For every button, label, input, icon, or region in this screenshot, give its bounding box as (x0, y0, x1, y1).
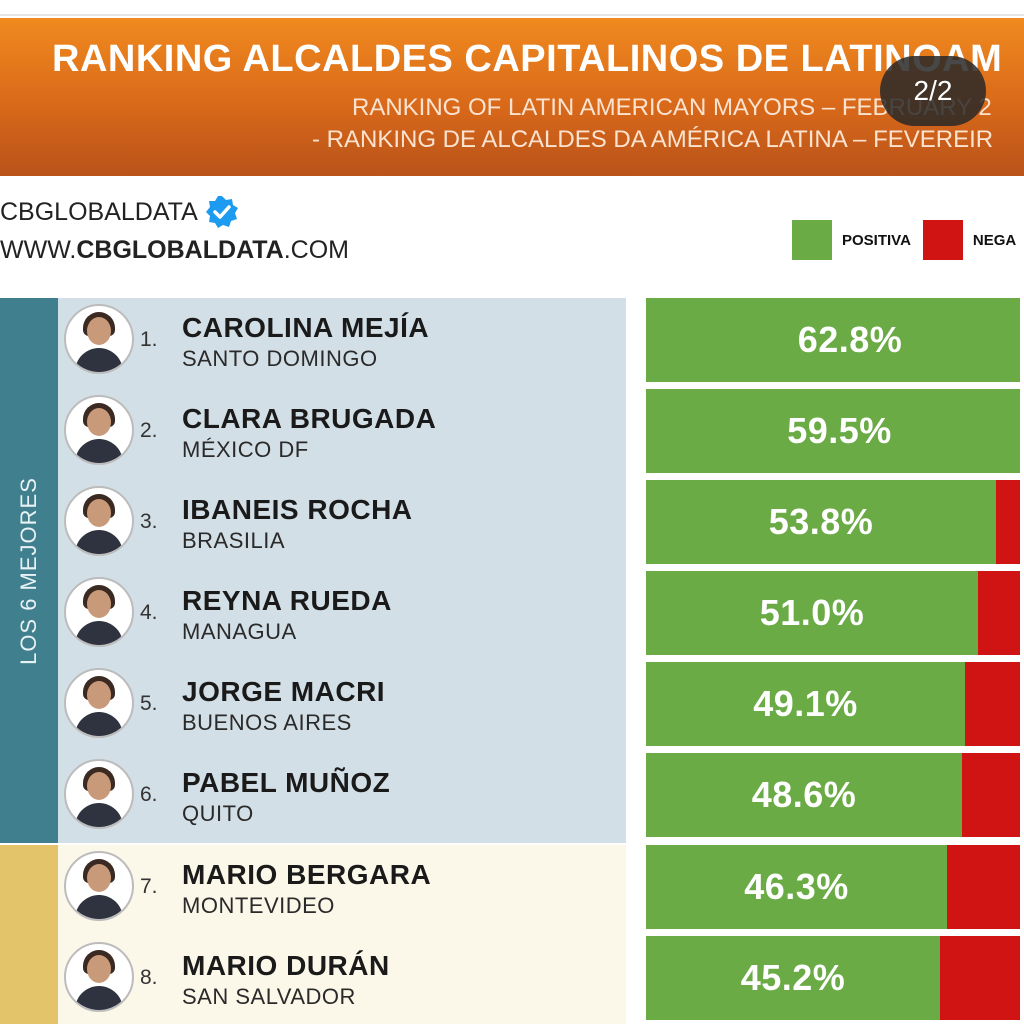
avatar (64, 395, 134, 465)
ranking-row: 1. CAROLINA MEJÍA SANTO DOMINGO (58, 298, 626, 388)
chart-title: RANKING ALCALDES CAPITALINOS DE LATINOAM (52, 38, 1003, 80)
city-name: BRASILIA (182, 528, 286, 553)
avatar (64, 851, 134, 921)
bar-value-label: 51.0% (759, 592, 865, 633)
ranking-row: 6. PABEL MUÑOZ QUITO (58, 753, 626, 843)
ranking-row: 3. IBANEIS ROCHA BRASILIA (58, 480, 626, 570)
bar-negative (940, 936, 1024, 1020)
ranking-row: 8. MARIO DURÁN SAN SALVADOR (58, 936, 626, 1026)
city-name: QUITO (182, 801, 254, 826)
city-name: SANTO DOMINGO (182, 346, 378, 371)
mayor-name: CLARA BRUGADA (182, 403, 437, 434)
bar-positive: 45.2% (646, 936, 940, 1020)
ranking-row: 4. REYNA RUEDA MANAGUA (58, 571, 626, 661)
bar-positive: 48.6% (646, 753, 962, 837)
legend-label-positive: POSITIVA (842, 231, 911, 249)
mayor-name: PABEL MUÑOZ (182, 767, 391, 798)
mayor-name: IBANEIS ROCHA (182, 494, 413, 525)
rank-number: 2. (140, 419, 158, 442)
avatar (64, 577, 134, 647)
mayor-name: JORGE MACRI (182, 676, 386, 707)
avatar (64, 759, 134, 829)
website-url: WWW.CBGLOBALDATA.COM (0, 236, 350, 264)
bar-positive: 53.8% (646, 480, 996, 564)
subtitle-portuguese: - RANKING DE ALCALDES DA AMÉRICA LATINA … (312, 126, 994, 153)
bar-value-label: 49.1% (753, 683, 858, 724)
bar-negative (947, 845, 1024, 929)
bar-positive: 51.0% (646, 571, 978, 655)
ranking-row: 7. MARIO BERGARA MONTEVIDEO (58, 845, 626, 935)
bar-negative (996, 480, 1024, 564)
rank-number: 4. (140, 601, 158, 624)
city-name: SAN SALVADOR (182, 984, 356, 1009)
group-band-top (0, 298, 58, 843)
page-indicator: 2/2 (880, 56, 986, 126)
legend-swatch-negative (922, 220, 963, 260)
bar-positive: 62.8% (646, 298, 1024, 382)
header-banner: RANKING ALCALDES CAPITALINOS DE LATINOAM… (0, 18, 1024, 176)
right-edge-divider (1020, 298, 1024, 1024)
verified-badge-icon (205, 196, 238, 228)
rank-number: 8. (140, 966, 158, 989)
ranking-row: 5. JORGE MACRI BUENOS AIRES (58, 662, 626, 752)
avatar (64, 942, 134, 1012)
mayor-name: MARIO BERGARA (182, 859, 432, 890)
ranking-row: 2. CLARA BRUGADA MÉXICO DF (58, 389, 626, 479)
group-band-bottom (0, 845, 58, 1024)
city-name: MONTEVIDEO (182, 893, 335, 918)
rank-number: 5. (140, 692, 158, 715)
bar-value-label: 59.5% (787, 410, 892, 451)
bar-positive: 46.3% (646, 845, 947, 929)
legend-label-negative: NEGA (972, 231, 1017, 249)
mayor-name: MARIO DURÁN (182, 950, 390, 981)
bar-value-label: 53.8% (768, 501, 874, 542)
brand-handle: CBGLOBALDATA (0, 194, 240, 230)
avatar (64, 668, 134, 738)
city-name: MÉXICO DF (182, 437, 309, 462)
bar-negative (965, 662, 1024, 746)
legend: POSITIVA NEGA (792, 220, 1024, 260)
rank-number: 6. (140, 783, 158, 806)
top-divider (0, 0, 1024, 16)
panel-top-group (58, 298, 626, 843)
legend-swatch-positive (792, 220, 832, 260)
mayor-name: REYNA RUEDA (182, 585, 392, 616)
avatar (64, 486, 134, 556)
bar-value-label: 48.6% (751, 774, 857, 815)
city-name: MANAGUA (182, 619, 297, 644)
bar-value-label: 45.2% (740, 957, 846, 998)
panel-bottom-group (58, 845, 626, 1024)
rank-number: 1. (140, 328, 158, 351)
bar-value-label: 46.3% (744, 866, 849, 907)
group-label: LOS 6 MEJORES (16, 476, 41, 665)
bar-negative (978, 571, 1024, 655)
mayor-name: CAROLINA MEJÍA (182, 312, 430, 343)
bar-negative (962, 753, 1024, 837)
rank-number: 3. (140, 510, 158, 533)
brand-name: CBGLOBALDATA (0, 197, 198, 226)
city-name: BUENOS AIRES (182, 710, 352, 735)
bar-positive: 49.1% (646, 662, 965, 746)
bar-value-label: 62.8% (797, 319, 903, 360)
avatar (64, 304, 134, 374)
bar-positive: 59.5% (646, 389, 1024, 473)
rank-number: 7. (140, 875, 158, 898)
